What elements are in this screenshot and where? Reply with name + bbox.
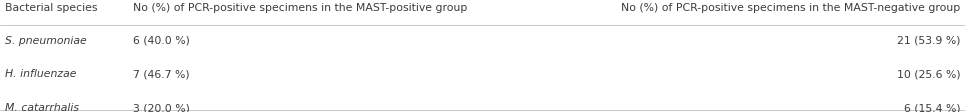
Text: 7 (46.7 %): 7 (46.7 %) — [133, 69, 190, 79]
Text: No (%) of PCR-positive specimens in the MAST-positive group: No (%) of PCR-positive specimens in the … — [133, 3, 468, 13]
Text: H. influenzae: H. influenzae — [5, 69, 76, 79]
Text: 10 (25.6 %): 10 (25.6 %) — [896, 69, 960, 79]
Text: 6 (40.0 %): 6 (40.0 %) — [133, 36, 190, 46]
Text: M. catarrhalis: M. catarrhalis — [5, 103, 79, 112]
Text: 3 (20.0 %): 3 (20.0 %) — [133, 103, 190, 112]
Text: 21 (53.9 %): 21 (53.9 %) — [896, 36, 960, 46]
Text: No (%) of PCR-positive specimens in the MAST-negative group: No (%) of PCR-positive specimens in the … — [620, 3, 960, 13]
Text: 6 (15.4 %): 6 (15.4 %) — [903, 103, 960, 112]
Text: Bacterial species: Bacterial species — [5, 3, 97, 13]
Text: S. pneumoniae: S. pneumoniae — [5, 36, 87, 46]
